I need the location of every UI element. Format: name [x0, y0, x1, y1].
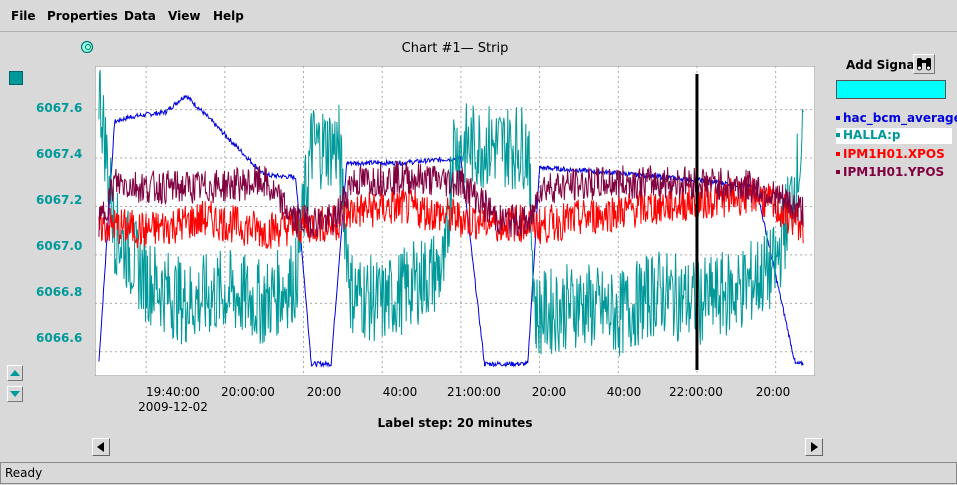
menu-bar: File Properties Data View Help — [0, 0, 957, 32]
y-tick-label: 6066.6 — [36, 331, 83, 345]
scroll-down-button[interactable] — [7, 386, 23, 402]
legend-marker — [836, 133, 840, 137]
y-tick-label: 6067.4 — [36, 147, 83, 161]
label-step: Label step: 20 minutes — [377, 416, 533, 430]
x-tick-label: 20:00 — [306, 385, 342, 399]
arrow-up-icon — [10, 370, 20, 376]
x-tick-label: 19:40:00 — [146, 385, 200, 399]
menu-properties[interactable]: Properties — [47, 9, 118, 23]
menu-view[interactable]: View — [168, 9, 201, 23]
legend-label: hac_bcm_average — [843, 111, 957, 125]
status-bar: Ready — [0, 462, 957, 484]
arrow-down-icon — [10, 391, 20, 397]
legend-marker — [836, 116, 840, 120]
strip-chart-svg[interactable] — [94, 65, 816, 377]
strip-chart-plot[interactable] — [94, 65, 816, 379]
x-tick-label: 20:00 — [531, 385, 567, 399]
status-text: Ready — [5, 466, 43, 480]
x-tick-sublabel: 2009-12-02 — [138, 400, 208, 414]
scroll-right-button[interactable] — [805, 438, 823, 456]
legend-item-ipm1h01-ypos[interactable]: IPM1H01.YPOS — [836, 165, 952, 181]
chart-title: Chart #1— Strip — [401, 41, 509, 56]
x-tick-label: 40:00 — [606, 385, 642, 399]
add-signal-input[interactable] — [836, 80, 946, 99]
y-tick-label: 6066.8 — [36, 285, 83, 299]
scroll-up-button[interactable] — [7, 365, 23, 381]
legend-label: IPM1H01.YPOS — [843, 165, 945, 179]
arrow-left-icon — [97, 442, 104, 452]
series-line — [98, 160, 804, 238]
find-signal-button[interactable] — [913, 54, 935, 74]
add-signal-label: Add Signal — [846, 58, 919, 72]
x-tick-label: 22:00:00 — [669, 385, 723, 399]
teal-square-icon[interactable] — [9, 71, 23, 85]
scroll-left-button[interactable] — [92, 438, 110, 456]
series-line — [98, 174, 804, 250]
legend-label: HALLA:p — [843, 128, 901, 142]
x-tick-label: 20:00:00 — [221, 385, 275, 399]
legend-marker — [836, 170, 840, 174]
binoculars-icon — [917, 58, 931, 71]
legend-item-halla-p[interactable]: HALLA:p — [836, 128, 952, 144]
menu-file[interactable]: File — [11, 9, 36, 23]
circle-arrow-icon[interactable] — [80, 40, 94, 54]
y-tick-label: 6067.6 — [36, 101, 83, 115]
y-tick-label: 6067.0 — [36, 239, 83, 253]
menu-data[interactable]: Data — [124, 9, 156, 23]
x-tick-label: 40:00 — [382, 385, 418, 399]
legend-item-ipm1h01-xpos[interactable]: IPM1H01.XPOS — [836, 147, 952, 163]
y-tick-label: 6067.2 — [36, 193, 83, 207]
legend-marker — [836, 152, 840, 156]
legend-item-hac-bcm-average[interactable]: hac_bcm_average — [836, 111, 957, 127]
x-tick-label: 21:00:00 — [447, 385, 501, 399]
legend-label: IPM1H01.XPOS — [843, 147, 945, 161]
menu-help[interactable]: Help — [213, 9, 244, 23]
x-tick-label: 20:00 — [755, 385, 791, 399]
arrow-right-icon — [811, 442, 818, 452]
